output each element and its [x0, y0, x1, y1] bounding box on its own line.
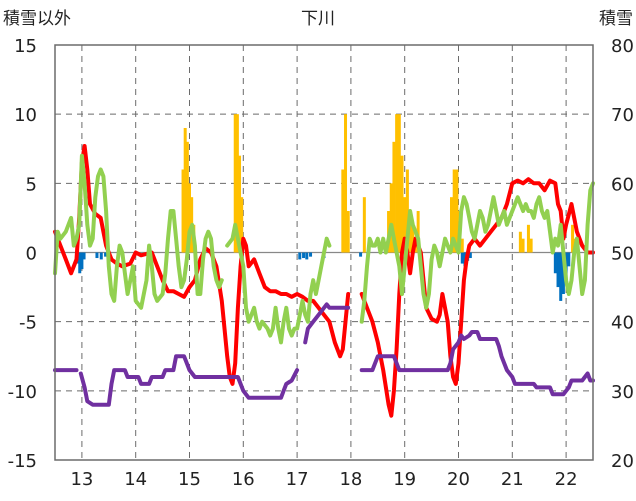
series-line-4: [78, 354, 300, 407]
bar: [392, 141, 396, 253]
right-tick-label: 60: [611, 174, 634, 195]
bar: [181, 169, 185, 253]
bar: [411, 224, 415, 253]
left-tick-label: 15: [14, 36, 37, 57]
bar: [450, 197, 454, 253]
bar: [95, 252, 99, 259]
left-tick-label: -5: [19, 313, 37, 334]
bar: [344, 114, 348, 253]
x-tick-label: 21: [501, 469, 524, 490]
x-tick-label: 13: [70, 469, 93, 490]
bar: [302, 252, 306, 259]
bar: [305, 252, 309, 260]
plot-frame: [54, 44, 594, 461]
bar: [395, 114, 399, 253]
bar: [397, 114, 401, 253]
x-tick-label: 16: [232, 469, 255, 490]
series-line-2: [53, 144, 351, 386]
bar: [104, 252, 108, 257]
bar: [452, 169, 456, 253]
bar: [359, 252, 363, 257]
right-tick-label: 30: [611, 382, 634, 403]
bar: [460, 252, 464, 264]
right-tick-label: 40: [611, 313, 634, 334]
left-tick-label: -15: [8, 451, 37, 472]
bar: [389, 183, 393, 253]
chart-title: 下川: [301, 9, 335, 29]
bar: [309, 252, 313, 257]
left-tick-label: 10: [14, 105, 37, 126]
bar: [518, 231, 522, 253]
x-tick-label: 17: [286, 469, 309, 490]
bar: [233, 114, 237, 253]
bar: [185, 141, 189, 253]
right-tick-label: 80: [611, 36, 634, 57]
bar: [99, 252, 103, 260]
bar: [78, 252, 82, 274]
bar: [416, 211, 420, 253]
x-tick-label: 14: [124, 469, 147, 490]
bar: [455, 169, 459, 253]
bar: [553, 252, 557, 274]
bar: [82, 252, 86, 260]
bar: [403, 197, 407, 253]
right-axis-title: 積雪: [599, 9, 633, 29]
bar: [468, 252, 472, 259]
series-line-3: [225, 222, 332, 345]
series-lines: [53, 144, 595, 418]
bar: [188, 183, 191, 253]
right-tick-label: 70: [611, 105, 634, 126]
bar: [362, 197, 366, 253]
series-line-3: [359, 181, 595, 324]
right-tick-label: 20: [611, 451, 634, 472]
x-tick-label: 22: [555, 469, 578, 490]
right-tick-label: 50: [611, 244, 634, 265]
bar: [183, 128, 187, 253]
bar: [521, 238, 525, 253]
bar: [561, 252, 565, 294]
bar: [400, 155, 404, 253]
bar: [571, 224, 575, 253]
bar: [346, 211, 350, 253]
series-line-4: [303, 302, 351, 345]
bar: [529, 238, 533, 253]
bar: [559, 252, 563, 301]
bar: [341, 169, 345, 253]
x-tick-label: 20: [447, 469, 470, 490]
bar: [80, 252, 84, 270]
bar: [238, 155, 242, 253]
bar: [240, 197, 244, 253]
series-line-4: [359, 330, 595, 397]
left-tick-label: 5: [26, 174, 37, 195]
left-axis-title: 積雪以外: [3, 9, 71, 29]
bar: [556, 252, 560, 288]
series-line-3: [53, 153, 224, 310]
x-tick-label: 15: [178, 469, 201, 490]
left-tick-label: -10: [8, 382, 37, 403]
bar: [235, 114, 239, 253]
bar: [405, 169, 409, 253]
x-tick-label: 18: [339, 469, 362, 490]
left-tick-label: 0: [26, 244, 37, 265]
bar: [567, 252, 571, 267]
bar: [526, 224, 530, 253]
bar: [298, 252, 302, 260]
x-tick-label: 19: [393, 469, 416, 490]
bar: [460, 238, 464, 253]
